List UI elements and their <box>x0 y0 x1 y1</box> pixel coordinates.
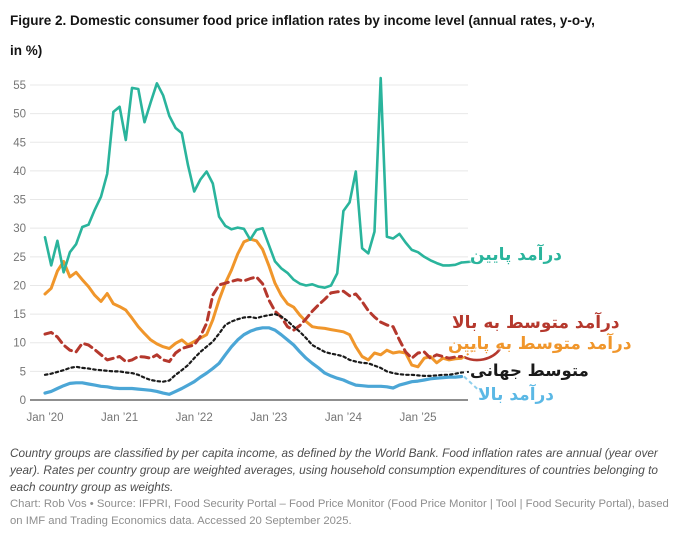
y-tick-label: 50 <box>13 109 26 121</box>
leader-lower-middle-income <box>462 343 481 359</box>
y-tick-label: 5 <box>20 366 26 378</box>
series-world_average-line <box>43 313 463 383</box>
y-tick-label: 55 <box>13 80 26 92</box>
leader-low-income <box>461 260 474 264</box>
y-tick-label: 10 <box>13 338 26 350</box>
leader-world-average <box>461 370 473 374</box>
x-tick-label: Jan ’20 <box>26 412 63 424</box>
leader-upper-middle-income <box>463 348 502 362</box>
y-tick-label: 35 <box>13 195 26 207</box>
y-tick-label: 15 <box>13 309 26 321</box>
footnote: Country groups are classified by per cap… <box>10 446 658 494</box>
leader-high-income <box>463 375 487 398</box>
figure-title-line1: Figure 2. Domestic consumer food price i… <box>10 13 595 28</box>
x-tick-label: Jan ’24 <box>325 412 363 424</box>
legend-label-lower-middle-income: درآمد متوسط به پایین <box>448 334 632 354</box>
source-credit: Chart: Rob Vos • Source: IFPRI, Food Sec… <box>10 498 669 527</box>
series-upper_middle_income-line <box>43 275 463 364</box>
y-tick-label: 25 <box>13 252 26 264</box>
y-tick-label: 20 <box>13 280 26 292</box>
y-tick-label: 40 <box>13 166 26 178</box>
x-tick-label: Jan ’22 <box>176 412 213 424</box>
x-tick-label: Jan ’25 <box>399 412 436 424</box>
figure-title-line2: in %) <box>10 43 43 58</box>
series-low_income-line <box>43 76 463 290</box>
legend-label-high-income: درآمد بالا <box>478 385 555 405</box>
y-tick-label: 30 <box>13 223 26 235</box>
legend-label-world-average: متوسط جهانی <box>470 361 589 380</box>
legend-label-upper-middle-income: درآمد متوسط به بالا <box>452 313 620 333</box>
figure-title: Figure 2. Domestic consumer food price i… <box>10 6 670 66</box>
series-lower_middle_income-line <box>43 237 463 369</box>
x-tick-label: Jan ’21 <box>101 412 138 424</box>
y-tick-label: 0 <box>20 395 26 407</box>
y-tick-label: 45 <box>13 137 26 149</box>
legend-label-low-income: درآمد پایین <box>470 245 562 265</box>
series-high_income-line <box>43 326 464 396</box>
x-tick-label: Jan ’23 <box>250 412 287 424</box>
